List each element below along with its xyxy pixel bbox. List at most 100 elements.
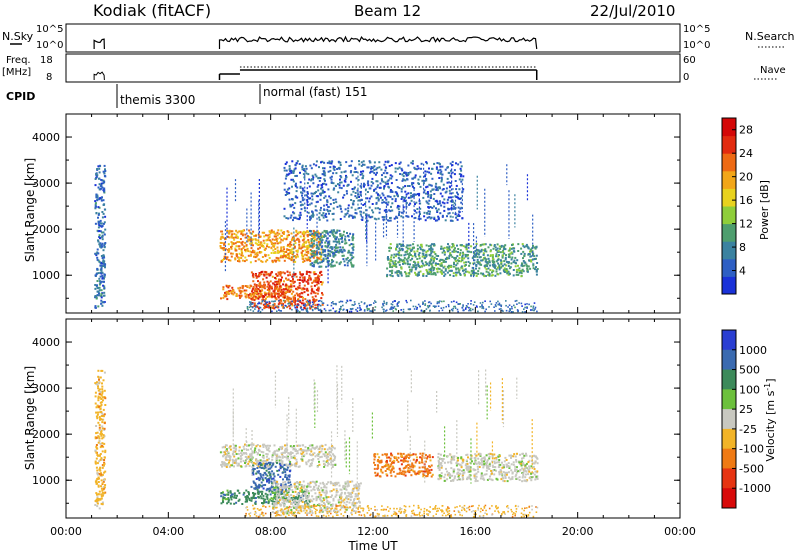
data-point xyxy=(520,247,523,250)
data-point xyxy=(387,182,389,185)
data-point xyxy=(451,308,453,311)
data-point xyxy=(425,308,428,310)
data-point xyxy=(276,283,278,286)
data-point xyxy=(299,235,302,238)
data-point xyxy=(255,478,258,480)
data-point xyxy=(497,273,500,276)
data-point xyxy=(259,284,262,287)
data-point xyxy=(452,307,454,310)
data-point xyxy=(301,254,304,256)
data-point xyxy=(419,270,422,273)
data-point xyxy=(103,233,106,236)
data-point xyxy=(255,292,258,294)
data-point xyxy=(452,272,455,275)
data-point xyxy=(424,175,426,178)
data-point xyxy=(386,219,389,222)
data-point xyxy=(306,308,308,310)
data-point xyxy=(474,246,477,249)
data-point xyxy=(495,248,498,251)
data-point xyxy=(461,178,464,181)
data-point xyxy=(432,258,435,261)
data-point xyxy=(489,250,492,253)
data-point xyxy=(102,222,105,225)
data-point xyxy=(230,255,233,258)
data-point xyxy=(223,243,226,246)
data-point xyxy=(240,248,243,251)
data-point xyxy=(320,283,323,286)
data-point xyxy=(100,244,103,247)
data-point xyxy=(515,268,518,271)
data-point xyxy=(261,308,264,311)
data-point xyxy=(245,289,248,292)
data-point xyxy=(103,221,106,224)
data-point xyxy=(383,163,386,166)
data-point xyxy=(454,180,457,182)
data-point xyxy=(417,182,420,185)
data-point xyxy=(101,235,104,238)
data-point xyxy=(501,264,504,267)
data-point xyxy=(469,309,471,311)
data-point xyxy=(223,451,226,454)
data-point xyxy=(274,300,276,302)
data-point xyxy=(412,182,415,185)
data-point xyxy=(533,309,535,312)
data-point xyxy=(358,302,360,305)
data-point xyxy=(251,306,254,309)
data-point xyxy=(402,206,405,209)
data-point xyxy=(239,460,242,463)
data-point xyxy=(222,248,225,251)
data-point xyxy=(275,235,277,238)
data-point xyxy=(288,485,291,488)
data-point xyxy=(438,177,441,179)
data-point xyxy=(271,310,273,313)
data-point xyxy=(320,184,323,187)
data-point xyxy=(339,161,342,164)
data-point xyxy=(307,279,310,282)
data-point xyxy=(273,252,276,254)
data-point xyxy=(96,473,99,476)
data-point xyxy=(454,307,457,309)
data-point xyxy=(338,311,341,313)
data-point xyxy=(411,257,414,260)
data-point xyxy=(400,267,403,270)
data-point xyxy=(276,453,279,456)
data-point xyxy=(482,301,484,304)
data-point xyxy=(278,299,280,302)
data-point xyxy=(287,298,290,301)
data-point xyxy=(530,309,532,311)
data-point xyxy=(441,309,444,312)
data-point xyxy=(310,462,313,465)
data-point xyxy=(400,215,403,218)
data-point xyxy=(453,263,455,265)
data-point xyxy=(323,230,326,233)
data-point xyxy=(252,468,255,471)
data-point xyxy=(316,256,319,259)
data-point xyxy=(325,456,328,459)
data-point xyxy=(340,176,343,179)
data-point xyxy=(393,253,396,256)
data-point xyxy=(323,172,326,175)
data-point xyxy=(299,186,302,189)
data-point xyxy=(266,478,268,481)
data-point xyxy=(96,497,99,500)
data-point xyxy=(290,232,293,235)
data-point xyxy=(303,237,306,240)
data-point xyxy=(285,305,288,307)
data-point xyxy=(250,297,253,300)
data-point xyxy=(308,302,310,305)
data-point xyxy=(343,215,346,218)
data-point xyxy=(308,246,311,249)
data-point xyxy=(349,253,352,256)
data-point xyxy=(103,462,106,465)
data-point xyxy=(404,271,407,274)
data-point xyxy=(339,175,342,177)
data-point xyxy=(267,502,270,505)
data-point xyxy=(352,190,355,193)
data-point xyxy=(488,261,491,264)
data-point xyxy=(316,281,319,284)
data-point xyxy=(272,231,275,234)
data-point xyxy=(396,273,399,276)
data-point xyxy=(417,303,420,306)
data-point xyxy=(234,444,237,447)
data-point xyxy=(228,456,231,458)
